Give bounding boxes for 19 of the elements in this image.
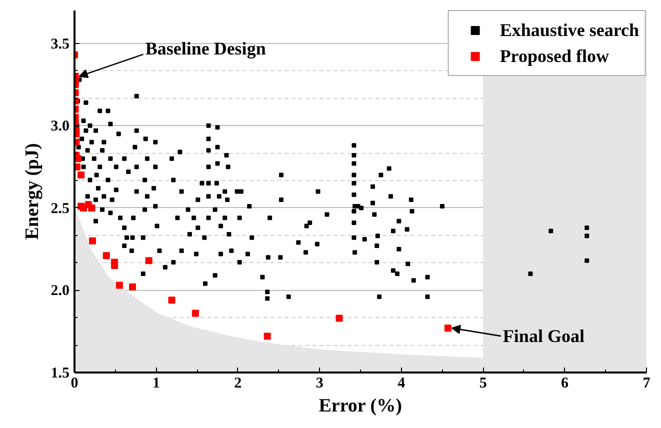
y-tick-label: 3.5 [50, 36, 70, 52]
annotation: Final Goal [502, 326, 584, 346]
legend-label: Exhaustive search [500, 18, 639, 42]
x-tick-label: 5 [479, 376, 487, 392]
y-axis-title: Energy (pJ) [22, 143, 43, 240]
x-tick-label: 3 [316, 376, 324, 392]
legend-label: Proposed flow [500, 44, 609, 68]
x-tick-label: 0 [70, 376, 78, 392]
y-tick-label: 2.5 [50, 200, 70, 217]
x-tick-label: 6 [561, 376, 570, 392]
x-tick-label: 4 [398, 376, 406, 392]
y-tick-label: 1.5 [50, 366, 70, 382]
y-tick-label: 3.0 [50, 118, 70, 135]
x-tick-label: 1 [152, 376, 160, 392]
y-tick-label: 2.0 [50, 283, 70, 300]
x-tick-label: 2 [234, 376, 242, 392]
annotation: Baseline Design [145, 38, 266, 58]
x-tick-label: 7 [642, 376, 651, 392]
x-axis-title: Error (%) [318, 396, 402, 416]
